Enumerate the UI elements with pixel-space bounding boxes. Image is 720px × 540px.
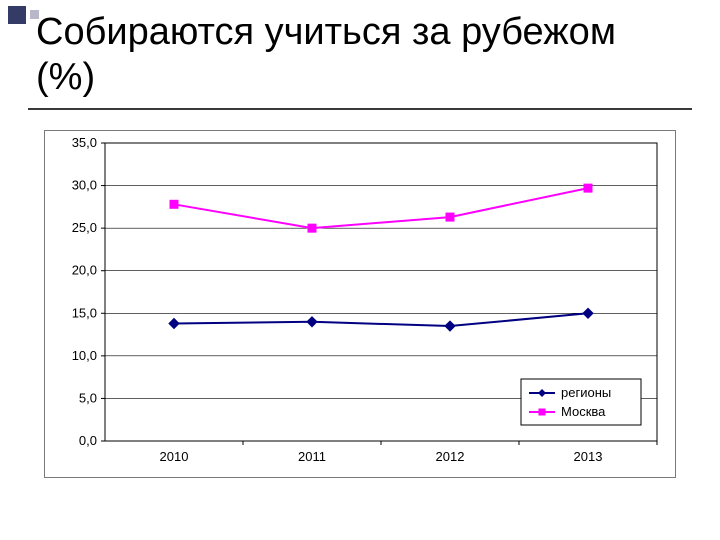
- slide-title: Собираются учиться за рубежом (%): [36, 10, 676, 100]
- y-axis-label: 30,0: [72, 178, 97, 193]
- x-axis-label: 2013: [574, 449, 603, 464]
- y-axis-label: 15,0: [72, 305, 97, 320]
- y-axis-label: 5,0: [79, 390, 97, 405]
- marker-square: [170, 200, 178, 208]
- x-axis-label: 2012: [436, 449, 465, 464]
- y-axis-label: 20,0: [72, 263, 97, 278]
- x-axis-label: 2010: [160, 449, 189, 464]
- marker-square: [584, 184, 592, 192]
- marker-square: [308, 224, 316, 232]
- legend-label: Москва: [561, 404, 606, 419]
- title-rule: [28, 108, 692, 110]
- deco-square-large: [8, 6, 26, 24]
- y-axis-label: 25,0: [72, 220, 97, 235]
- x-axis-label: 2011: [298, 449, 326, 464]
- chart-container: 0,0 5,0 10,0 15,0 20,0 25,0 30,0 35,0 2010 2011 20…: [44, 130, 676, 478]
- marker-square: [446, 213, 454, 221]
- legend-label: регионы: [561, 385, 611, 400]
- legend-marker: [539, 409, 546, 416]
- y-axis-label: 0,0: [79, 433, 97, 448]
- y-axis-label: 10,0: [72, 348, 97, 363]
- y-axis-label: 35,0: [72, 135, 97, 150]
- line-chart: 0,0 5,0 10,0 15,0 20,0 25,0 30,0 35,0 2010 2011 20…: [45, 131, 675, 477]
